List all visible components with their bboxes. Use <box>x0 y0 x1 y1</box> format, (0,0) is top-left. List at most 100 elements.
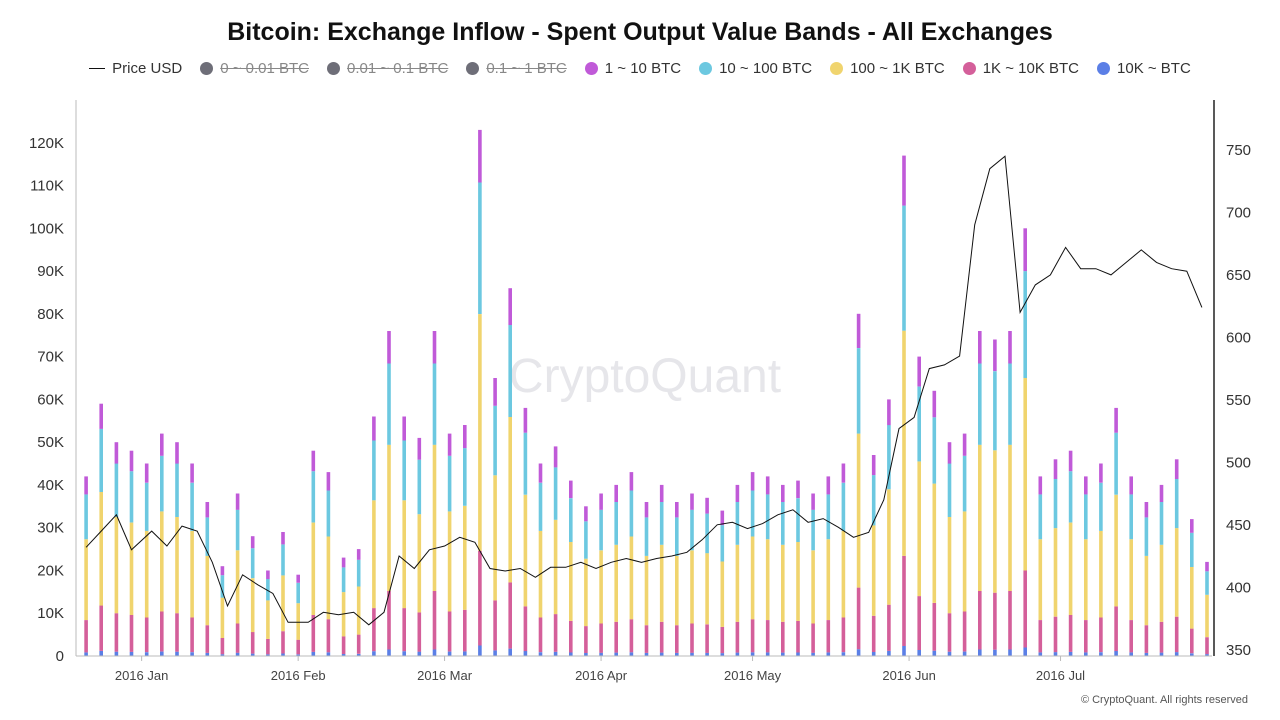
axes-group: 0 10K 20K 30K 40K 50K 60K 70K 80K 90K 100K 110K 120K… <box>29 100 1251 683</box>
bar-segment-59-0 <box>978 649 982 656</box>
bar-segment-21-0 <box>402 651 406 656</box>
legend-item-4[interactable]: 1 ~ 10 BTC <box>584 60 681 77</box>
bar-segment-27-1 <box>493 600 497 651</box>
bar-segment-44-3 <box>750 490 755 537</box>
bar-segment-19-3 <box>372 440 376 501</box>
legend-item-0[interactable]: Price USD <box>89 60 182 77</box>
bar-segment-60-0 <box>993 649 997 656</box>
bar-segment-27-0 <box>493 650 497 656</box>
bar-segment-68-2 <box>1114 494 1118 607</box>
bar-segment-51-1 <box>856 587 861 650</box>
bar-segment-63-4 <box>1038 476 1043 495</box>
bar-segment-17-3 <box>341 567 346 593</box>
bar-segment-25-4 <box>463 425 467 449</box>
bar-segment-51-2 <box>856 433 861 588</box>
legend-item-3[interactable]: 0.1 ~ 1 BTC <box>466 60 567 77</box>
legend-marker <box>200 62 214 75</box>
bar-segment-47-0 <box>796 652 800 656</box>
bar-segment-29-3 <box>523 432 528 495</box>
y-left-tick-label: 80K <box>37 306 64 323</box>
bar-segment-7-2 <box>190 530 194 618</box>
bar-segment-72-2 <box>1174 528 1179 617</box>
bar-segment-62-1 <box>1023 570 1027 648</box>
bar-segment-35-2 <box>614 544 618 622</box>
bar-segment-53-2 <box>887 489 891 605</box>
bar-segment-72-1 <box>1174 616 1179 653</box>
bar-segment-29-0 <box>523 651 528 656</box>
bar-segment-5-2 <box>160 511 164 612</box>
bar-segment-51-4 <box>856 313 861 348</box>
bar-segment-50-2 <box>841 530 846 618</box>
bar-segment-3-0 <box>129 651 134 656</box>
y-left-tick-label: 0 <box>56 648 64 665</box>
legend-item-5[interactable]: 10 ~ 100 BTC <box>699 60 812 77</box>
bar-segment-48-4 <box>811 493 815 510</box>
bar-segment-11-2 <box>250 578 255 633</box>
bar-segment-11-3 <box>250 548 255 579</box>
bar-segment-4-0 <box>144 652 149 656</box>
bar-segment-20-3 <box>387 363 391 445</box>
bar-segment-59-3 <box>978 363 982 445</box>
bar-segment-42-3 <box>720 525 725 562</box>
bar-segment-14-3 <box>296 582 300 604</box>
bar-segment-30-4 <box>538 463 543 483</box>
bar-segment-73-1 <box>1190 628 1194 654</box>
bar-segment-23-2 <box>432 444 437 591</box>
bar-segment-28-2 <box>508 416 512 583</box>
bar-segment-33-3 <box>584 521 588 559</box>
bar-segment-66-2 <box>1084 539 1088 620</box>
bar-segment-16-4 <box>326 472 331 491</box>
bar-segment-31-1 <box>553 614 558 652</box>
bar-segment-13-0 <box>281 653 285 656</box>
bar-segment-44-1 <box>750 619 755 653</box>
bar-segment-29-2 <box>523 494 528 607</box>
bar-segment-26-1 <box>478 550 482 646</box>
bar-segment-67-0 <box>1099 652 1103 656</box>
bar-segment-41-3 <box>705 513 709 554</box>
bar-segment-68-1 <box>1114 606 1118 652</box>
bar-segment-65-3 <box>1068 471 1073 523</box>
bar-segment-71-2 <box>1159 544 1164 622</box>
legend-marker <box>830 62 844 75</box>
bar-segment-60-1 <box>993 592 997 650</box>
legend-label: 10 ~ 100 BTC <box>719 60 813 77</box>
legend-item-1[interactable]: 0 ~ 0.01 BTC <box>200 60 309 77</box>
bar-segment-15-4 <box>311 450 316 472</box>
bar-segment-3-2 <box>129 522 134 615</box>
bar-segment-43-3 <box>735 502 740 545</box>
bar-segment-26-0 <box>478 645 482 656</box>
bar-segment-20-2 <box>387 444 391 591</box>
bar-segment-52-0 <box>871 652 876 656</box>
bar-segment-27-2 <box>493 475 497 601</box>
bar-segment-0-0 <box>84 652 88 656</box>
bar-segment-55-3 <box>917 386 921 462</box>
bar-segment-71-4 <box>1159 484 1164 502</box>
bar-segment-13-1 <box>281 631 285 654</box>
x-tick-label: 2016 Jul <box>1036 668 1085 683</box>
bar-segment-22-4 <box>417 437 422 460</box>
bar-segment-63-1 <box>1038 620 1043 653</box>
bar-segment-68-3 <box>1114 432 1118 495</box>
bar-segment-1-3 <box>99 428 103 492</box>
bar-segment-23-0 <box>432 649 437 656</box>
legend-item-2[interactable]: 0.01 ~ 0.1 BTC <box>327 60 448 77</box>
bar-segment-56-1 <box>932 603 937 651</box>
bar-segment-31-3 <box>553 467 558 520</box>
y-right-tick-label: 650 <box>1226 267 1251 284</box>
y-left-tick-label: 90K <box>37 263 64 280</box>
bar-segment-16-3 <box>326 490 331 537</box>
legend-item-8[interactable]: 10K ~ BTC <box>1097 60 1191 77</box>
bar-segment-21-4 <box>402 416 406 441</box>
bar-segment-3-3 <box>129 471 134 523</box>
bar-segment-47-2 <box>796 542 800 621</box>
x-tick-label: 2016 Feb <box>271 668 326 683</box>
bar-segment-50-4 <box>841 463 846 483</box>
legend-item-6[interactable]: 100 ~ 1K BTC <box>830 60 945 77</box>
legend-item-7[interactable]: 1K ~ 10K BTC <box>962 60 1079 77</box>
bar-segment-31-0 <box>553 651 558 656</box>
bar-segment-12-4 <box>266 570 270 580</box>
bar-segment-4-2 <box>144 530 149 618</box>
bar-segment-53-1 <box>887 604 891 651</box>
bar-segment-41-1 <box>705 624 709 653</box>
bar-segment-46-1 <box>781 621 785 653</box>
